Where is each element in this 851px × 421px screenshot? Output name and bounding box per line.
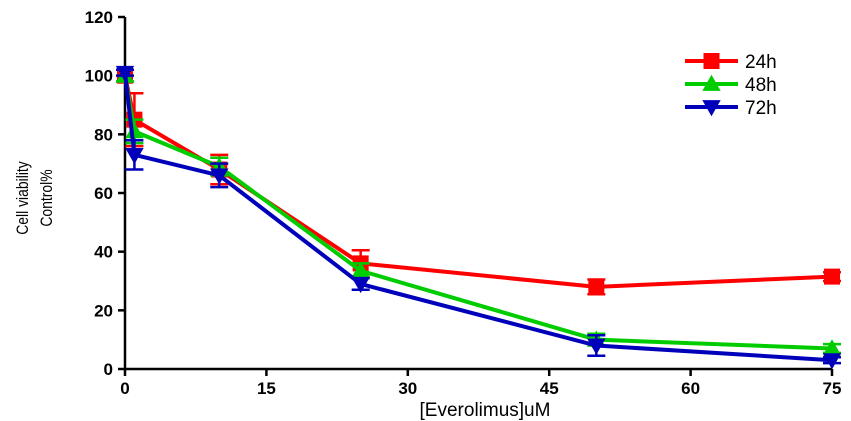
data-point [115, 65, 135, 82]
y-tick-label: 100 [85, 67, 113, 86]
data-point [351, 261, 370, 278]
legend-label: 24h [745, 52, 777, 73]
y-tick-label: 60 [94, 184, 113, 203]
x-tick-label: 45 [540, 379, 559, 398]
x-tick-label: 75 [823, 379, 842, 398]
series-group [115, 65, 842, 370]
x-tick-label: 0 [120, 379, 129, 398]
y-tick-label: 120 [85, 8, 113, 27]
y-axis-title-line-1: Cell viability [14, 161, 33, 235]
x-axis-ticks: 0 15 30 45 60 75 [120, 369, 841, 398]
data-point [824, 268, 840, 285]
data-point [125, 147, 144, 165]
legend-swatch-marker [702, 74, 721, 91]
series-line [123, 72, 833, 363]
y-tick-label: 20 [94, 301, 113, 320]
legend-item-72h: 72h [685, 98, 777, 119]
data-point [588, 278, 605, 295]
y-axis-title-line-2: Control% [38, 169, 57, 226]
legend-swatch-marker [702, 100, 721, 117]
data-point [822, 353, 842, 370]
legend-label: 48h [745, 75, 777, 96]
legend-item-24h: 24h [685, 52, 777, 73]
series-48h [115, 66, 842, 356]
x-tick-label: 60 [681, 379, 700, 398]
data-point [210, 168, 229, 185]
data-point [587, 338, 606, 355]
y-axis-ticks: 0 20 40 60 80 100 120 [85, 8, 125, 379]
legend-swatch-marker [703, 53, 720, 69]
legend-label: 72h [745, 98, 777, 119]
y-tick-label: 80 [94, 125, 113, 144]
legend-item-48h: 48h [685, 74, 777, 96]
series-72h [115, 65, 842, 370]
axes [123, 17, 832, 371]
x-axis-title: [Everolimus]uM [420, 400, 551, 421]
y-tick-label: 0 [104, 360, 113, 379]
y-tick-label: 40 [94, 243, 113, 262]
data-point [351, 277, 370, 294]
series-line [123, 75, 833, 351]
data-point [125, 122, 144, 139]
x-tick-label: 15 [257, 379, 276, 398]
x-tick-label: 30 [398, 379, 417, 398]
data-point [822, 339, 842, 356]
